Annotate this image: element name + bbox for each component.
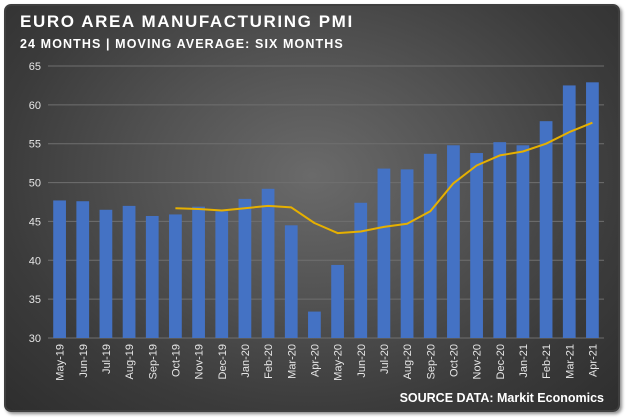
bar [284,225,298,338]
bar [192,206,205,338]
x-tick-label: Apr-21 [587,344,599,377]
x-tick-label: Mar-20 [286,344,298,379]
x-tick-label: Jun-19 [78,344,90,378]
x-tick-label: Jul-19 [101,344,113,374]
chart-title: EURO AREA MANUFACTURING PMI [20,12,354,31]
bar [586,82,599,338]
pmi-chart: 30 35 40 45 50 55 60 65 May-19 Jun-19 Jul-19 Aug-19… [29,61,604,381]
bar [261,188,275,338]
y-tick-label: 55 [29,139,41,151]
bar [308,311,321,338]
y-tick-label: 45 [29,216,41,228]
bar [493,142,507,338]
bar [145,215,159,338]
x-tick-label: May-19 [55,344,67,381]
x-tick-label: Sep-20 [425,344,437,379]
x-tick-label: Jan-20 [240,344,252,378]
chart-frame: EURO AREA MANUFACTURING PMI 24 MONTHS | … [4,4,620,412]
x-tick-label: Oct-19 [170,344,182,377]
bar [470,153,483,338]
bar [516,145,530,338]
bar [447,145,460,338]
bar [169,214,182,338]
chart-subtitle: 24 MONTHS | MOVING AVERAGE: SIX MONTHS [20,37,344,51]
bar [76,201,90,338]
bar [215,211,229,338]
bar [331,264,344,338]
x-tick-label: May-20 [333,344,345,381]
bar [99,209,113,338]
x-tick-label: Nov-20 [472,344,484,379]
bar [53,200,66,338]
x-tick-label: Aug-20 [402,344,414,379]
x-tick-label: Nov-19 [194,344,206,379]
y-tick-label: 35 [29,294,41,306]
moving-average-line [175,121,593,235]
bar [377,168,391,338]
x-tick-label: Feb-21 [541,344,553,379]
x-tick-label: Apr-20 [309,344,321,377]
bar [562,85,576,338]
y-tick-label: 50 [29,178,41,190]
y-tick-label: 60 [29,100,41,112]
x-tick-label: Sep-19 [147,344,159,379]
bar [423,153,437,338]
x-tick-label: Jun-20 [356,344,368,378]
x-tick-label: Aug-19 [124,344,136,379]
bar [122,205,136,338]
y-tick-label: 65 [29,61,41,73]
y-tick-label: 30 [29,333,41,345]
bar [238,198,252,338]
x-tick-label: Oct-20 [448,344,460,377]
x-tick-label: Feb-20 [263,344,275,379]
bar [354,202,368,338]
x-tick-label: Mar-21 [564,344,576,379]
source-note: SOURCE DATA: Markit Economics [399,391,604,405]
x-tick-label: Dec-19 [217,344,229,379]
x-tick-label: Dec-20 [495,344,507,379]
x-tick-label: Jan-21 [518,344,530,378]
x-tick-label: Jul-20 [379,344,391,374]
bar [539,121,553,338]
y-tick-label: 40 [29,255,41,267]
bar [400,169,414,338]
